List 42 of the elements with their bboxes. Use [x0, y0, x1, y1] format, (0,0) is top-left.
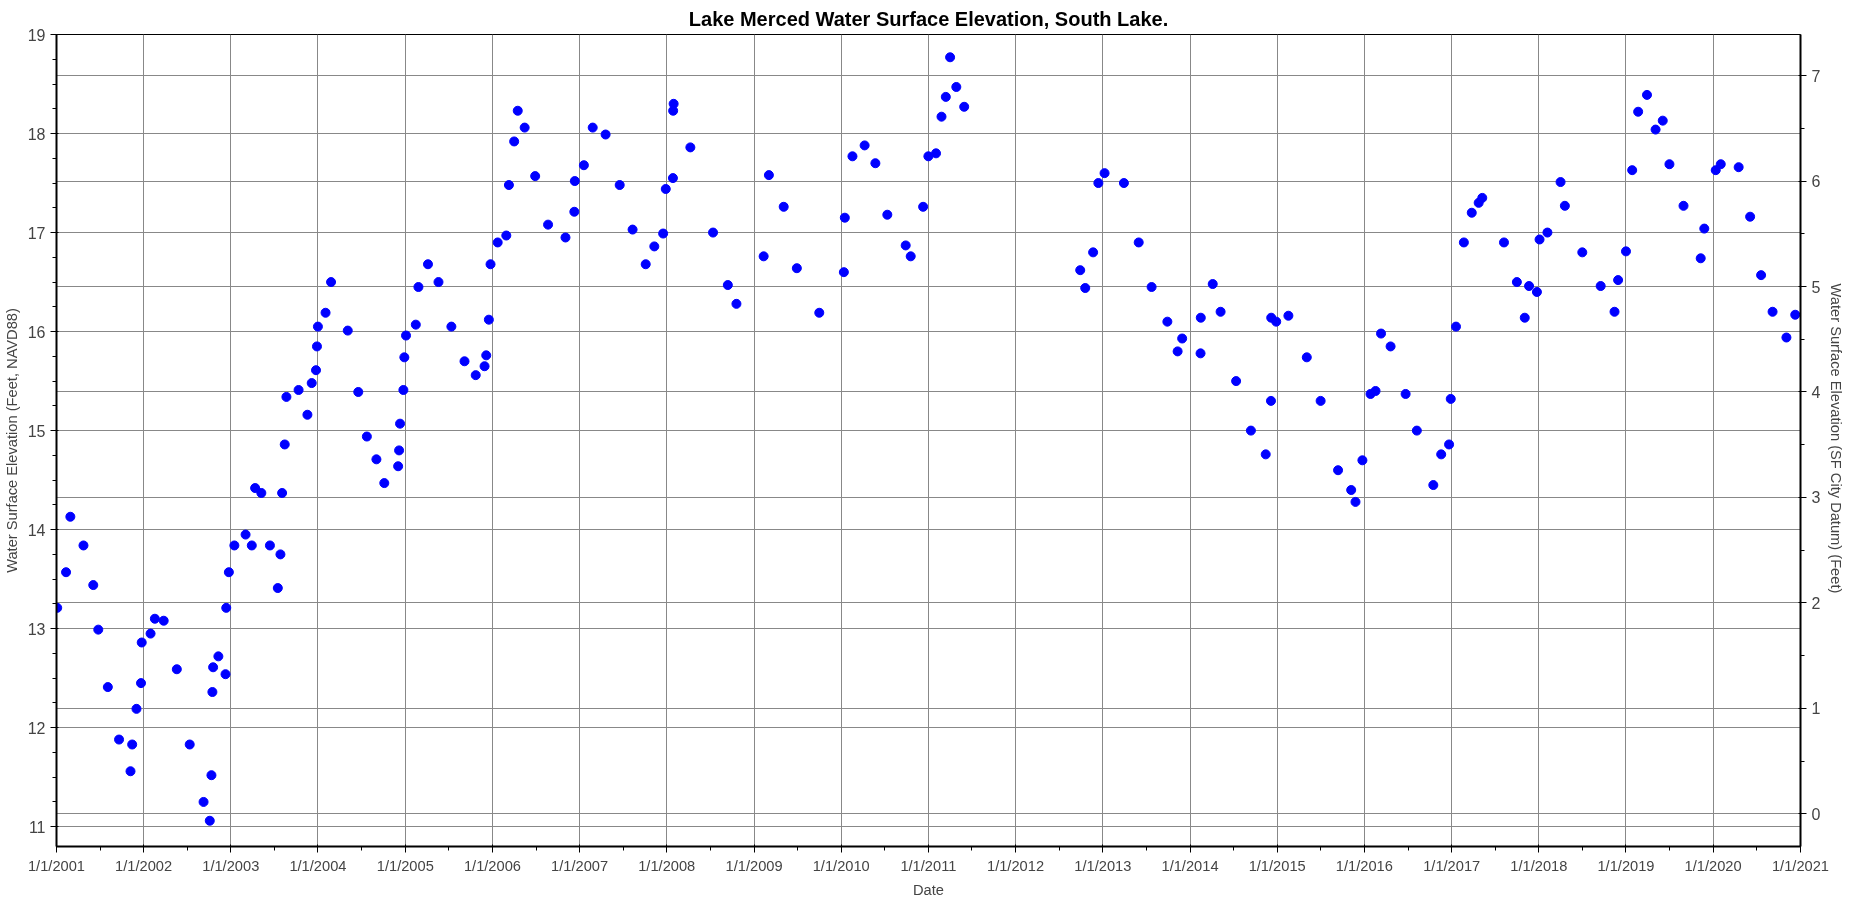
- x-tick-label: 1/1/2015: [1248, 857, 1306, 874]
- y2-axis-title: Water Surface Elevation (SF City Datum) (Feet): [1828, 283, 1845, 594]
- x-tick-label: 1/1/2011: [900, 857, 957, 874]
- chart-title: Lake Merced Water Surface Elevation, South Lake.: [688, 7, 1169, 30]
- x-tick-label: 1/1/2002: [115, 857, 173, 874]
- x-tick-label: 1/1/2008: [638, 857, 696, 874]
- x-tick-label: 1/1/2005: [376, 857, 434, 874]
- y2-tick-label: 5: [1811, 278, 1821, 296]
- y2-tick-label: 1: [1811, 700, 1821, 718]
- x-tick-label: 1/1/2009: [725, 857, 783, 874]
- y-axis-title: Water Surface Elevation (Feet, NAVD88): [3, 308, 20, 573]
- x-tick-label: 1/1/2021: [1771, 857, 1830, 874]
- y-tick-label: 16: [27, 323, 46, 341]
- x-tick-label: 1/1/2003: [202, 857, 260, 874]
- y2-tick-label: 4: [1811, 383, 1821, 401]
- x-tick-label: 1/1/2016: [1335, 857, 1393, 874]
- x-tick-label: 1/1/2018: [1510, 857, 1568, 874]
- y2-tick-label: 3: [1811, 489, 1821, 507]
- y-tick-label: 12: [27, 719, 46, 737]
- y-tick-label: 19: [27, 26, 46, 44]
- y-tick-label: 17: [27, 224, 46, 242]
- x-tick-label: 1/1/2012: [987, 857, 1045, 874]
- x-axis-title: Date: [913, 881, 944, 898]
- y2-tick-label: 0: [1811, 805, 1821, 823]
- x-tick-label: 1/1/2004: [289, 857, 347, 874]
- x-tick-label: 1/1/2013: [1074, 857, 1132, 874]
- x-tick-label: 1/1/2006: [463, 857, 521, 874]
- y-tick-label: 11: [28, 818, 46, 836]
- y-tick-label: 15: [27, 422, 46, 440]
- x-tick-label: 1/1/2014: [1161, 857, 1219, 874]
- x-tick-label: 1/1/2010: [812, 857, 870, 874]
- x-tick-label: 1/1/2020: [1684, 857, 1742, 874]
- x-tick-label: 1/1/2007: [551, 857, 609, 874]
- y2-tick-label: 6: [1811, 173, 1821, 191]
- y2-tick-label: 7: [1811, 67, 1821, 85]
- y-tick-label: 13: [27, 620, 46, 638]
- x-tick-label: 1/1/2019: [1597, 857, 1655, 874]
- y2-tick-label: 2: [1811, 594, 1821, 612]
- y-tick-label: 18: [27, 125, 46, 143]
- x-tick-label: 1/1/2017: [1423, 857, 1481, 874]
- x-tick-label: 1/1/2001: [27, 857, 86, 874]
- y-tick-label: 14: [27, 521, 46, 539]
